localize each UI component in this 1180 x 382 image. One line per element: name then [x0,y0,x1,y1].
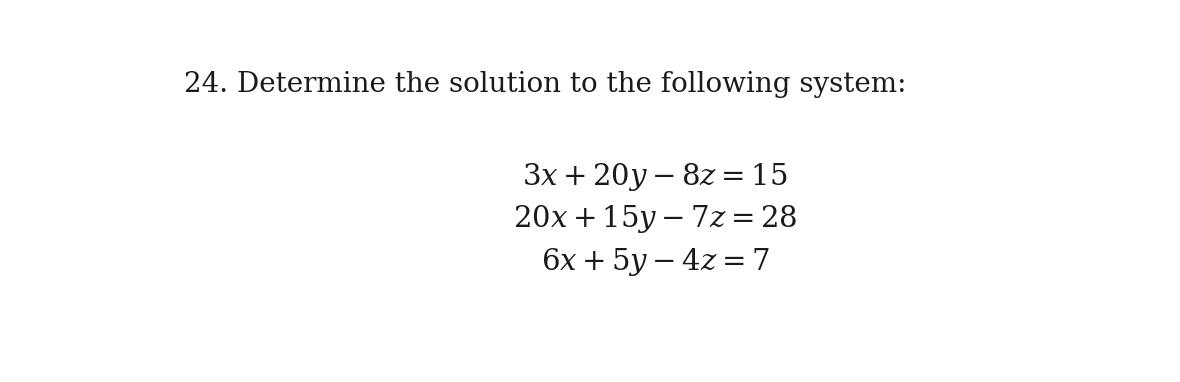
Text: $3x + 20y - 8z = 15$: $3x + 20y - 8z = 15$ [523,161,788,193]
Text: $20x + 15y - 7z = 28$: $20x + 15y - 7z = 28$ [513,203,798,235]
Text: 24. Determine the solution to the following system:: 24. Determine the solution to the follow… [184,71,906,97]
Text: $6x + 5y - 4z = 7$: $6x + 5y - 4z = 7$ [540,246,769,278]
